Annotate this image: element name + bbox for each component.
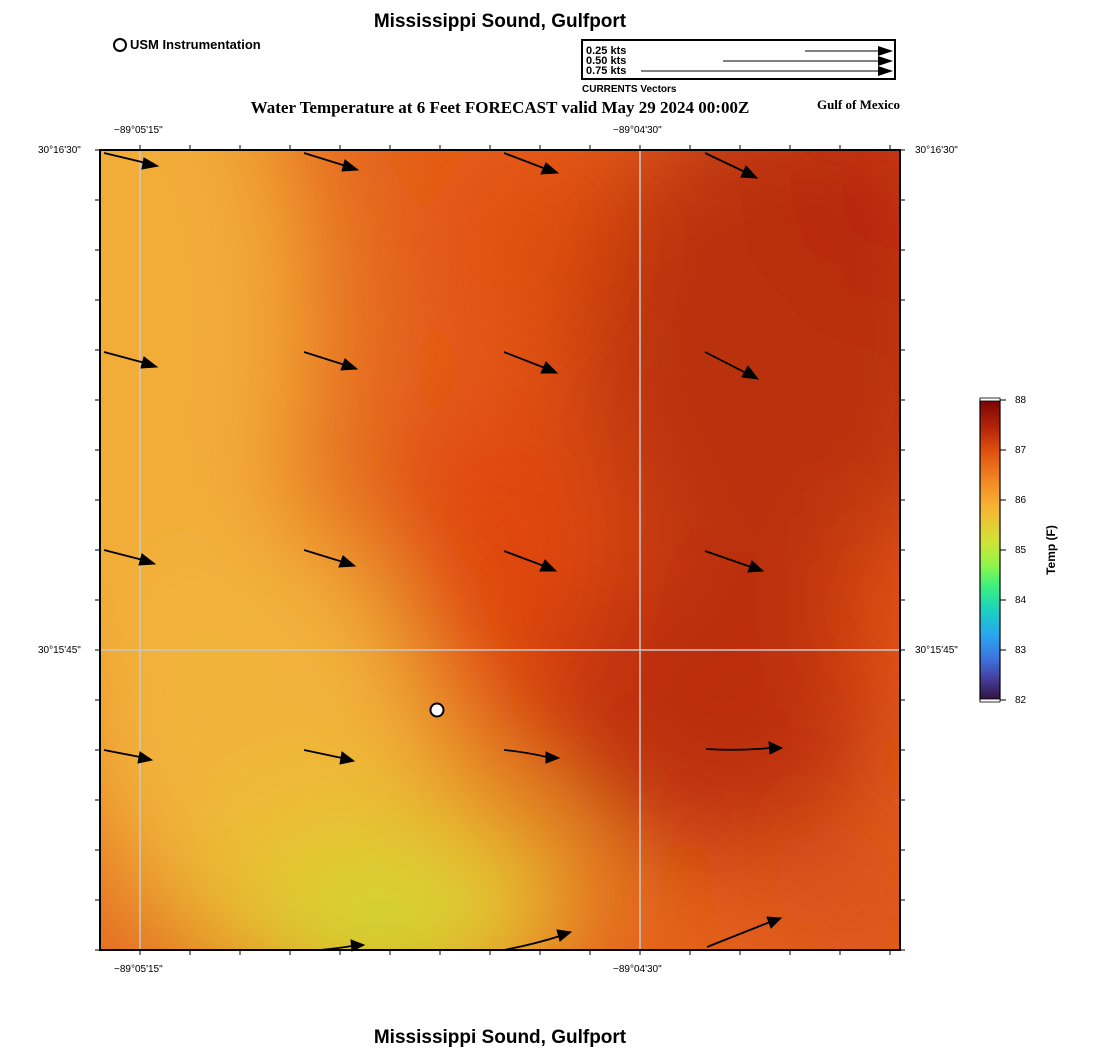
current-arrow xyxy=(103,549,157,566)
vector-legend-label-025: 0.25 kts xyxy=(586,45,627,57)
current-vectors xyxy=(103,152,784,952)
instrument-legend: USM Instrumentation xyxy=(113,37,261,52)
colorbar-gradient xyxy=(979,399,1001,701)
current-arrow xyxy=(704,550,765,573)
current-arrow xyxy=(303,152,360,172)
bottom-lon-label: −89°04'30" xyxy=(613,964,662,975)
right-lat-label: 30°16'30" xyxy=(915,145,958,156)
legend-arrow-075 xyxy=(641,66,893,76)
map-subtitle: Water Temperature at 6 Feet FORECAST val… xyxy=(250,98,750,117)
current-arrow xyxy=(704,152,759,179)
bottom-title: Mississippi Sound, Gulfport xyxy=(373,1027,627,1048)
region-label: Gulf of Mexico xyxy=(816,97,900,112)
top-lon-label: −89°05'15" xyxy=(114,125,163,136)
bottom-lon-label: −89°05'15" xyxy=(114,964,163,975)
colorbar-tick-label: 83 xyxy=(1015,645,1027,656)
current-arrow xyxy=(503,351,559,374)
colorbar-tick-label: 84 xyxy=(1015,595,1027,606)
right-lat-label: 30°15'45" xyxy=(915,645,958,656)
current-arrow xyxy=(103,351,159,369)
instrument-legend-label: USM Instrumentation xyxy=(130,37,261,52)
vector-legend-label-050: 0.50 kts xyxy=(586,55,627,67)
legend-arrow-050 xyxy=(723,56,893,66)
top-title: Mississippi Sound, Gulfport xyxy=(373,11,627,32)
current-arrow xyxy=(705,741,784,755)
top-lon-label: −89°04'30" xyxy=(613,125,662,136)
current-arrow xyxy=(503,749,561,764)
vector-legend-caption: CURRENTS Vectors xyxy=(582,84,677,95)
current-arrow xyxy=(503,152,560,175)
vector-legend-arrows xyxy=(641,46,893,76)
current-arrow xyxy=(103,749,154,764)
current-arrow xyxy=(303,549,357,568)
left-lat-label: 30°15'45" xyxy=(38,645,81,656)
current-arrow xyxy=(503,929,573,951)
instrument-station-marker xyxy=(429,702,445,718)
colorbar-tick-label: 87 xyxy=(1015,445,1027,456)
current-arrow xyxy=(319,939,366,952)
colorbar-tick-label: 86 xyxy=(1015,495,1027,506)
legend-arrow-025 xyxy=(805,46,893,56)
colorbar xyxy=(979,397,1006,703)
current-arrow xyxy=(303,749,356,765)
colorbar-title: Temp (F) xyxy=(1044,525,1058,575)
colorbar-tick-label: 85 xyxy=(1015,545,1027,556)
instrument-marker-icon xyxy=(113,37,127,52)
vector-legend: 0.25 kts 0.50 kts 0.75 kts xyxy=(581,39,896,80)
frame-ticks xyxy=(95,145,905,955)
colorbar-tick-label: 82 xyxy=(1015,695,1027,706)
graticule xyxy=(100,150,900,950)
temperature-field xyxy=(100,150,900,950)
left-lat-label: 30°16'30" xyxy=(38,145,81,156)
colorbar-tick-label: 88 xyxy=(1015,395,1027,406)
current-arrow xyxy=(303,351,359,371)
current-arrow xyxy=(706,916,783,948)
current-arrow xyxy=(103,152,160,170)
current-arrow xyxy=(704,351,760,380)
vector-legend-label-075: 0.75 kts xyxy=(586,65,627,77)
current-arrow xyxy=(503,550,558,572)
